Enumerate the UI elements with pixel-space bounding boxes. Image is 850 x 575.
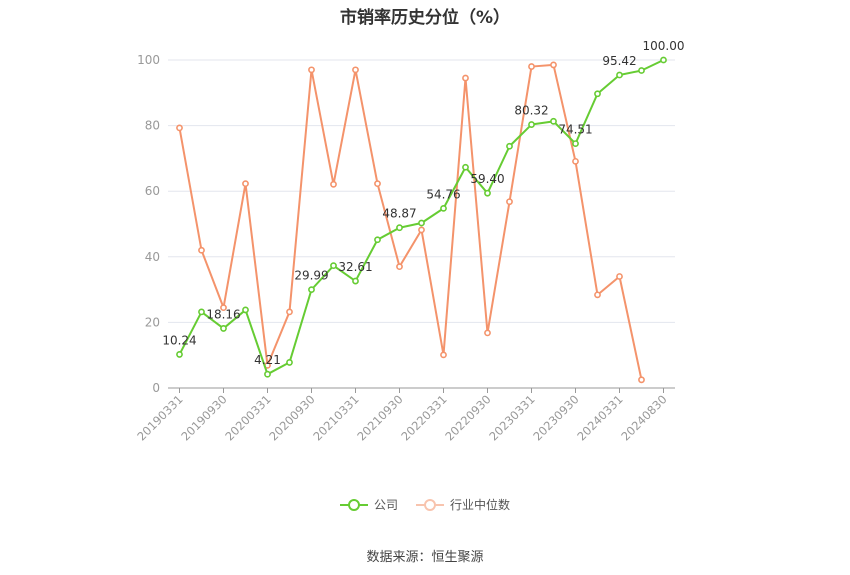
x-tick-label: 20230331	[486, 392, 537, 443]
x-tick-label: 20240830	[618, 392, 669, 443]
company-data-label: 18.16	[206, 307, 240, 321]
company-data-point	[396, 224, 403, 232]
industry-median-data-point	[572, 157, 579, 165]
industry-median-data-point	[506, 198, 513, 206]
industry-median-data-point	[330, 180, 337, 188]
industry-median-series-line	[178, 63, 643, 381]
company-data-point	[484, 189, 491, 197]
company-data-point	[440, 204, 447, 212]
company-data-point	[594, 90, 601, 98]
industry-median-data-point	[308, 66, 315, 74]
company-data-point	[462, 163, 469, 171]
company-data-label: 80.32	[514, 104, 548, 118]
company-data-point	[220, 325, 227, 332]
company-data-point	[528, 121, 535, 128]
company-data-point	[660, 56, 667, 64]
company-data-point	[264, 370, 271, 378]
legend-item-company[interactable]: 公司	[339, 496, 398, 513]
legend-company-label: 公司	[373, 498, 398, 512]
company-data-label: 4.21	[254, 353, 281, 367]
x-tick-label: 20240331	[574, 392, 625, 443]
company-data-label: 48.87	[382, 207, 416, 221]
y-tick-label: 100	[137, 53, 160, 67]
company-data-label: 10.24	[162, 333, 196, 347]
company-data-point	[286, 359, 293, 366]
company-data-point	[374, 236, 381, 244]
x-tick-label: 20230930	[530, 392, 581, 443]
company-data-label: 32.61	[338, 260, 372, 274]
legend-industry-marker-icon	[416, 498, 444, 511]
industry-median-data-point	[374, 180, 381, 188]
company-data-point	[572, 140, 579, 148]
industry-median-data-point	[286, 308, 293, 316]
y-tick-label: 20	[145, 315, 160, 329]
company-series-line	[178, 59, 664, 376]
industry-median-data-point	[220, 304, 227, 312]
chart-legend: 公司 行业中位数	[0, 496, 850, 513]
industry-median-data-point	[462, 74, 469, 82]
company-data-label: 54.76	[426, 187, 460, 201]
industry-median-data-point	[242, 180, 249, 188]
industry-median-data-point	[594, 291, 601, 299]
x-tick-label: 20220930	[442, 392, 493, 443]
company-data-point	[616, 71, 623, 79]
industry-median-data-point	[550, 61, 557, 69]
y-tick-label: 0	[152, 381, 160, 395]
industry-median-data-point	[484, 329, 491, 337]
y-tick-label: 40	[145, 250, 160, 264]
x-tick-label: 20210930	[354, 392, 405, 443]
industry-median-data-point	[638, 376, 645, 384]
chart-title: 市销率历史分位（%）	[339, 8, 511, 28]
company-data-point	[330, 262, 337, 270]
data-source-note: 数据来源：恒生聚源	[366, 550, 484, 565]
company-data-point	[352, 277, 359, 285]
company-data-point	[638, 67, 645, 74]
x-tick-label: 20200331	[222, 392, 273, 443]
industry-median-data-point	[440, 351, 447, 359]
y-tick-label: 80	[145, 119, 160, 133]
company-data-point	[242, 306, 249, 314]
company-data-point	[308, 286, 315, 294]
legend-industry-median-label: 行业中位数	[450, 498, 511, 512]
x-tick-label: 20210331	[310, 392, 361, 443]
x-tick-label: 20190331	[134, 392, 185, 443]
company-data-point	[550, 117, 557, 125]
company-data-point	[506, 142, 513, 150]
company-data-label: 74.51	[558, 123, 592, 137]
company-data-label: 100.00	[643, 39, 685, 53]
company-data-label: 29.99	[294, 269, 328, 283]
legend-item-industry-median[interactable]: 行业中位数	[416, 496, 510, 513]
industry-median-data-point	[418, 226, 425, 234]
company-data-point	[418, 219, 425, 227]
company-data-point	[176, 351, 183, 358]
y-tick-label: 60	[145, 184, 160, 198]
industry-median-data-point	[176, 124, 183, 132]
industry-median-data-point	[352, 66, 359, 74]
company-data-label: 59.40	[470, 172, 504, 186]
industry-median-data-point	[616, 273, 623, 280]
x-tick-label: 20220331	[398, 392, 449, 443]
industry-median-data-point	[198, 246, 205, 254]
company-data-label: 95.42	[602, 54, 636, 68]
company-data-point	[198, 308, 205, 316]
legend-company-marker-icon	[339, 498, 368, 511]
industry-median-data-point	[396, 263, 403, 271]
industry-median-data-point	[528, 63, 535, 70]
x-tick-label: 20190930	[178, 392, 229, 443]
x-tick-label: 20200930	[266, 392, 317, 443]
